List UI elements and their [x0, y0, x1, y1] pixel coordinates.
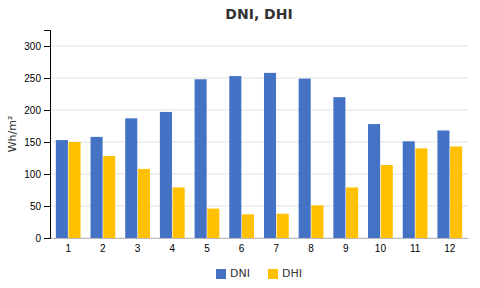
- bar: [125, 118, 137, 238]
- y-tick: 50: [30, 201, 50, 212]
- x-tick: 2: [100, 238, 106, 254]
- x-tick: 11: [410, 238, 421, 254]
- bar: [160, 112, 172, 238]
- x-tick: 4: [169, 238, 175, 254]
- y-tick-label: 0: [35, 233, 41, 244]
- y-tick: 150: [24, 137, 50, 148]
- legend-item: DNI: [216, 267, 250, 280]
- y-tick-line: [44, 174, 50, 175]
- bar: [138, 169, 150, 238]
- bar: [242, 214, 254, 238]
- bar: [277, 214, 289, 238]
- y-tick-line: [44, 110, 50, 111]
- x-tick-label: 5: [204, 243, 210, 254]
- x-tick-label: 1: [65, 243, 71, 254]
- x-tick: 8: [308, 238, 314, 254]
- bar: [415, 148, 427, 238]
- x-tick-label: 8: [308, 243, 314, 254]
- legend-swatch: [268, 269, 278, 279]
- bar: [69, 142, 81, 238]
- bar: [91, 137, 103, 238]
- y-tick-label: 300: [24, 41, 41, 52]
- bar: [450, 146, 462, 238]
- y-tick-line: [44, 78, 50, 79]
- x-tick-label: 3: [135, 243, 141, 254]
- y-tick-line: [44, 238, 50, 239]
- x-tick: 5: [204, 238, 210, 254]
- y-tick: 250: [24, 73, 50, 84]
- x-tick: 3: [135, 238, 141, 254]
- y-axis-line: [44, 31, 51, 239]
- y-tick: 300: [24, 41, 50, 52]
- x-tick: 1: [65, 238, 71, 254]
- grid-line: [50, 46, 468, 47]
- bar: [381, 165, 393, 238]
- x-tick-label: 11: [410, 243, 421, 254]
- bar-series: [56, 73, 450, 238]
- y-tick: 100: [24, 169, 50, 180]
- grid: [50, 46, 468, 238]
- x-tick-label: 12: [444, 243, 456, 254]
- y-axis: 0 50 100 150 200 250 300: [24, 31, 50, 244]
- bar-series: [69, 142, 463, 238]
- bar: [264, 73, 276, 238]
- y-tick-label: 150: [24, 137, 41, 148]
- x-tick: 9: [343, 238, 349, 254]
- bar: [437, 130, 449, 238]
- x-tick-label: 10: [375, 243, 387, 254]
- y-axis-title: Wh/m²: [6, 116, 19, 153]
- x-tick: 6: [239, 238, 245, 254]
- grid-line: [50, 78, 468, 79]
- y-tick-label: 100: [24, 169, 41, 180]
- y-tick-label: 50: [30, 201, 42, 212]
- y-tick: 0: [35, 233, 50, 244]
- bar: [207, 209, 219, 238]
- bar: [103, 156, 115, 238]
- bars: [56, 73, 462, 238]
- x-tick-label: 4: [169, 243, 175, 254]
- x-tick: 12: [444, 238, 456, 254]
- bar: [333, 97, 345, 238]
- grid-line: [50, 110, 468, 111]
- y-tick: 200: [24, 105, 50, 116]
- x-tick-label: 7: [274, 243, 280, 254]
- x-tick-label: 9: [343, 243, 349, 254]
- y-tick-label: 200: [24, 105, 41, 116]
- chart: 123456789101112050100150200250300Wh/m²DN…: [0, 0, 480, 288]
- y-tick-line: [44, 206, 50, 207]
- x-axis-line: [51, 238, 469, 239]
- legend-label: DHI: [282, 267, 302, 280]
- bar: [195, 79, 207, 238]
- legend-label: DNI: [230, 267, 250, 280]
- bar: [56, 140, 68, 238]
- legend: DNI DHI: [216, 267, 302, 280]
- x-tick-label: 2: [100, 243, 106, 254]
- bar: [173, 187, 185, 238]
- x-tick: 10: [375, 238, 387, 254]
- legend-swatch: [216, 269, 226, 279]
- bar: [229, 76, 241, 238]
- legend-item: DHI: [268, 267, 302, 280]
- x-tick: 7: [274, 238, 280, 254]
- bar: [346, 187, 358, 238]
- bar: [311, 205, 323, 238]
- title: DNI, DHI: [225, 6, 292, 22]
- bar: [299, 79, 311, 238]
- plot: 123456789101112050100150200250300: [24, 31, 468, 255]
- bar: [368, 124, 380, 238]
- y-tick-label: 250: [24, 73, 41, 84]
- x-tick-label: 6: [239, 243, 245, 254]
- bar: [403, 141, 415, 238]
- y-tick-line: [44, 142, 50, 143]
- x-axis: 123456789101112: [51, 238, 469, 254]
- y-tick-line: [44, 46, 50, 47]
